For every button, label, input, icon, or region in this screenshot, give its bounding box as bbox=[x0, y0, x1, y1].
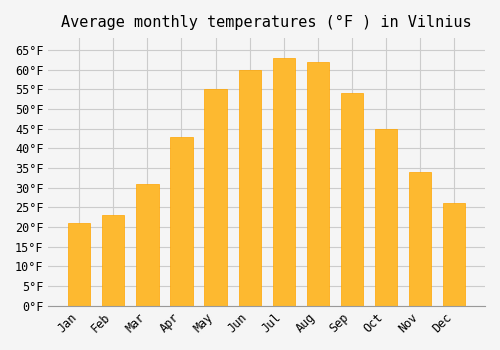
Bar bbox=[272, 58, 295, 306]
Bar bbox=[102, 215, 124, 306]
Bar bbox=[409, 172, 431, 306]
Bar bbox=[204, 89, 227, 306]
Bar bbox=[136, 184, 158, 306]
Bar bbox=[443, 203, 465, 306]
Bar bbox=[341, 93, 363, 306]
Bar bbox=[375, 129, 397, 306]
Bar bbox=[170, 136, 192, 306]
Title: Average monthly temperatures (°F ) in Vilnius: Average monthly temperatures (°F ) in Vi… bbox=[62, 15, 472, 30]
Bar bbox=[68, 223, 90, 306]
Bar bbox=[238, 70, 260, 306]
Bar bbox=[306, 62, 329, 306]
